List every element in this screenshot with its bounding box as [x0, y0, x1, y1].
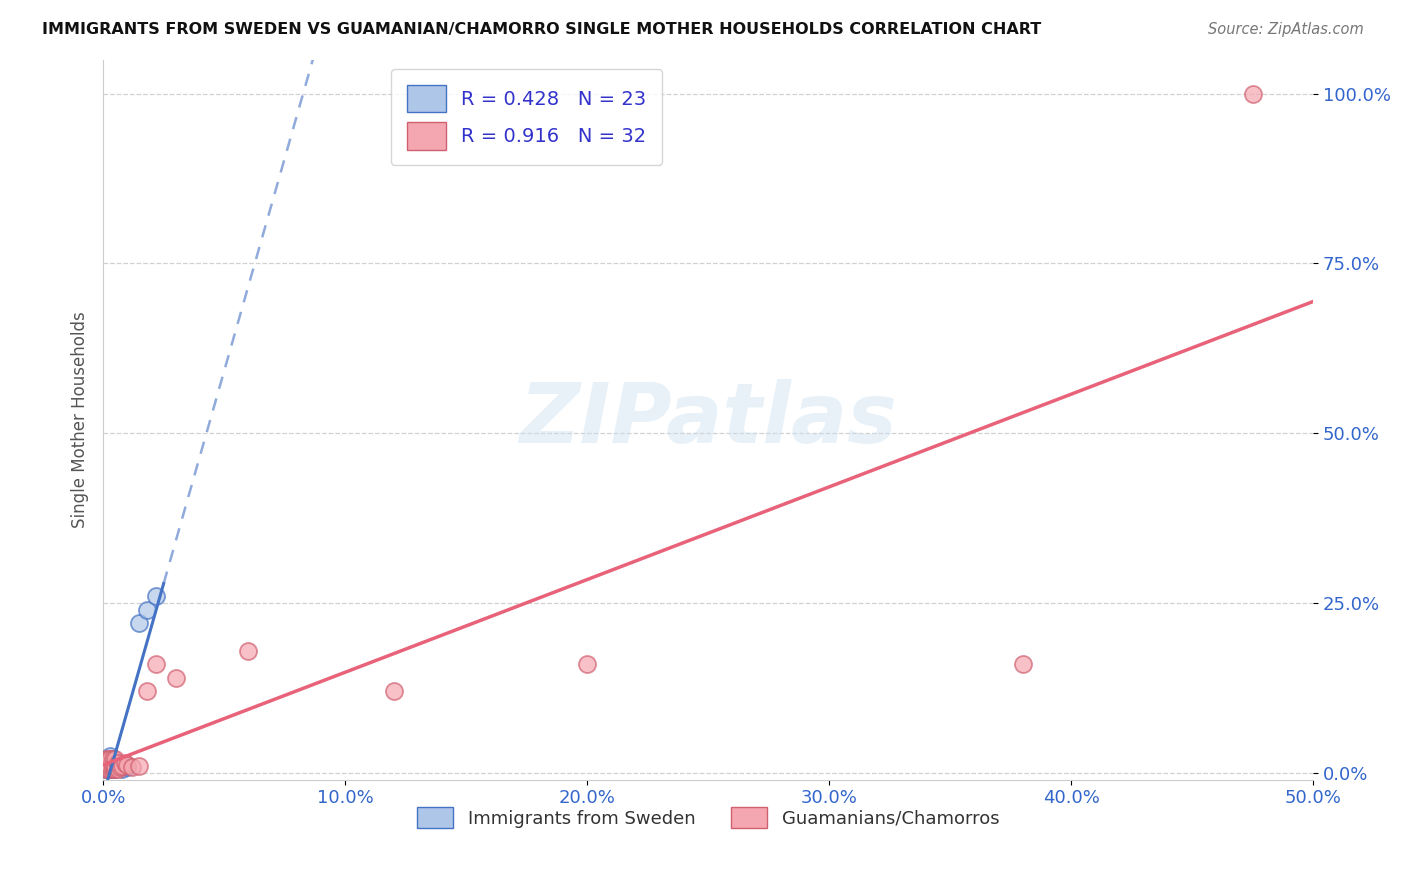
- Point: [1241, 87, 1264, 101]
- Point: [94, 759, 117, 773]
- Point: [100, 763, 122, 777]
- Legend: Immigrants from Sweden, Guamanians/Chamorros: Immigrants from Sweden, Guamanians/Chamo…: [409, 800, 1007, 836]
- Point: [165, 671, 187, 685]
- Point: [145, 589, 167, 603]
- Point: [94, 763, 117, 777]
- Point: [101, 763, 124, 777]
- Y-axis label: Single Mother Households: Single Mother Households: [72, 311, 89, 528]
- Point: [128, 759, 150, 773]
- Point: [97, 759, 120, 773]
- Point: [114, 756, 136, 770]
- Point: [97, 763, 120, 777]
- Point: [117, 757, 139, 772]
- Point: [104, 763, 127, 777]
- Point: [135, 684, 157, 698]
- Point: [100, 752, 122, 766]
- Point: [101, 759, 124, 773]
- Point: [101, 759, 124, 773]
- Point: [97, 752, 120, 766]
- Point: [94, 756, 117, 770]
- Point: [94, 759, 117, 773]
- Point: [107, 759, 129, 773]
- Text: ZIPatlas: ZIPatlas: [519, 379, 897, 460]
- Point: [101, 763, 124, 777]
- Point: [97, 759, 120, 773]
- Point: [108, 760, 131, 774]
- Point: [94, 763, 117, 777]
- Point: [238, 643, 260, 657]
- Text: Source: ZipAtlas.com: Source: ZipAtlas.com: [1208, 22, 1364, 37]
- Point: [104, 756, 127, 770]
- Point: [114, 757, 136, 772]
- Point: [107, 763, 129, 777]
- Point: [101, 752, 124, 766]
- Point: [100, 763, 122, 777]
- Point: [108, 760, 131, 774]
- Point: [94, 756, 117, 770]
- Point: [121, 760, 143, 774]
- Point: [104, 752, 127, 766]
- Point: [111, 763, 134, 777]
- Point: [100, 759, 122, 773]
- Point: [107, 756, 129, 770]
- Point: [94, 752, 117, 766]
- Point: [97, 752, 120, 766]
- Point: [576, 657, 599, 672]
- Point: [1011, 657, 1033, 672]
- Point: [111, 759, 134, 773]
- Text: IMMIGRANTS FROM SWEDEN VS GUAMANIAN/CHAMORRO SINGLE MOTHER HOUSEHOLDS CORRELATIO: IMMIGRANTS FROM SWEDEN VS GUAMANIAN/CHAM…: [42, 22, 1042, 37]
- Point: [104, 759, 127, 773]
- Point: [104, 763, 127, 777]
- Point: [382, 684, 405, 698]
- Point: [145, 657, 167, 672]
- Point: [128, 616, 150, 631]
- Point: [97, 763, 120, 777]
- Point: [101, 752, 124, 766]
- Point: [100, 756, 122, 770]
- Point: [100, 759, 122, 773]
- Point: [135, 603, 157, 617]
- Point: [117, 760, 139, 774]
- Point: [100, 748, 122, 763]
